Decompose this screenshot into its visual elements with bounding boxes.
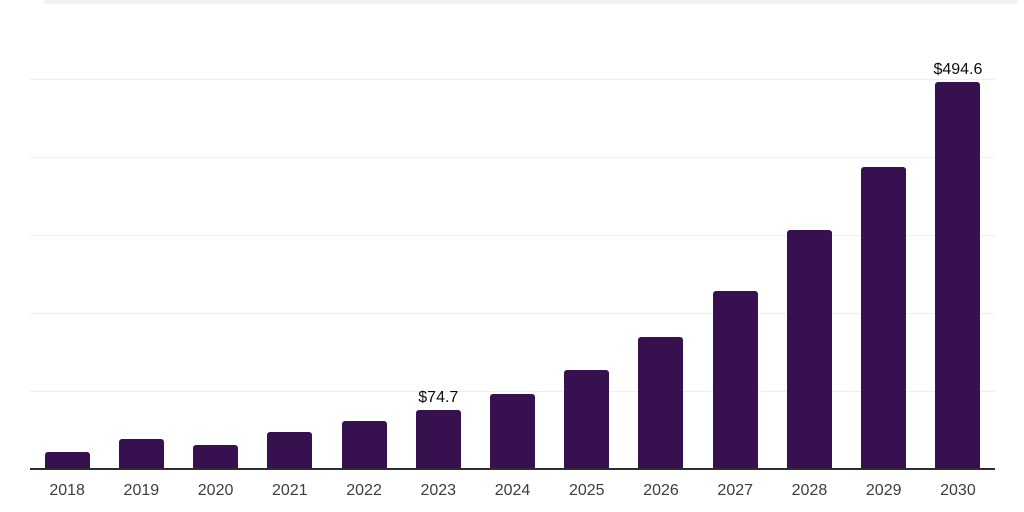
gridline-300 — [30, 235, 995, 236]
x-tick-2022: 2022 — [346, 482, 382, 499]
bar-slot-2024 — [475, 372, 549, 468]
bar-slot-2019 — [104, 417, 178, 468]
bar-2028[interactable] — [786, 230, 832, 468]
x-tick-2025: 2025 — [568, 482, 605, 499]
x-tick-2029: 2029 — [865, 482, 902, 499]
bar-2022[interactable] — [341, 421, 387, 468]
x-tick-2030: 2030 — [940, 482, 976, 499]
bar-2018[interactable] — [44, 452, 90, 468]
bar-2023[interactable] — [415, 409, 461, 468]
bar-2024[interactable] — [490, 393, 536, 468]
bar-2026[interactable] — [638, 337, 684, 468]
bar-slot-2025 — [550, 348, 624, 468]
gridline-400 — [30, 157, 995, 158]
gridline-100 — [30, 391, 995, 392]
bar-slot-2030: $494.6 — [921, 60, 995, 468]
bar-2020[interactable] — [193, 445, 239, 468]
x-tick-2021: 2021 — [272, 482, 308, 499]
bar-slot-2029 — [847, 145, 921, 468]
bar-slot-2020 — [178, 423, 252, 468]
bar-slot-2027 — [698, 269, 772, 468]
x-axis-line — [30, 468, 995, 470]
top-border-strip — [44, 0, 1018, 4]
x-tick-2024: 2024 — [494, 482, 531, 499]
bar-slot-2026 — [624, 315, 698, 468]
x-tick-2020: 2020 — [197, 482, 234, 499]
bar-2027[interactable] — [712, 291, 758, 468]
bar-value-label-2030: $494.6 — [933, 61, 983, 79]
bar-slot-2022 — [327, 399, 401, 468]
bar-slot-2028 — [772, 208, 846, 468]
bar-2030[interactable] — [935, 82, 981, 468]
bar-value-label-2023: $74.7 — [418, 388, 459, 406]
bar-2029[interactable] — [861, 167, 907, 468]
bar-slot-2021 — [253, 410, 327, 468]
bar-2021[interactable] — [267, 432, 313, 468]
gridline-200 — [30, 313, 995, 314]
x-axis-labels: 2018 2019 2020 2021 2022 2023 2024 2025 2026 2027… — [30, 482, 995, 500]
x-tick-2028: 2028 — [791, 482, 828, 499]
bar-2025[interactable] — [564, 370, 610, 468]
x-tick-2018: 2018 — [49, 482, 85, 499]
plot-area: $74.7 $494.6 — [30, 0, 995, 470]
gridline-500 — [30, 79, 995, 80]
x-tick-2023: 2023 — [420, 482, 457, 499]
bar-slot-2018 — [30, 430, 104, 468]
bar-slot-2023: $74.7 — [401, 388, 475, 468]
bars: $74.7 $494.6 — [30, 0, 995, 468]
bar-2019[interactable] — [118, 439, 164, 468]
x-tick-2027: 2027 — [717, 482, 754, 499]
x-tick-2026: 2026 — [643, 482, 679, 499]
x-tick-2019: 2019 — [123, 482, 160, 499]
